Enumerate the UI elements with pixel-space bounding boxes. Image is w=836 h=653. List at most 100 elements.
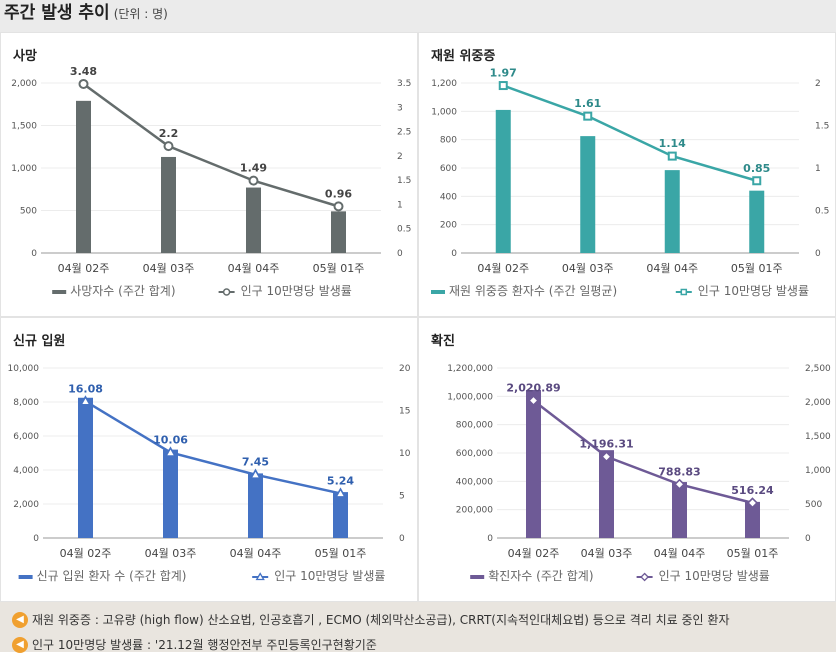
line-point <box>79 395 92 406</box>
y-tick-label-left: 1,000 <box>11 164 37 174</box>
bar <box>664 170 680 253</box>
speaker-icon: ◀ <box>12 611 28 628</box>
rate-line <box>502 84 758 182</box>
y-tick-label-right: 2 <box>815 79 821 89</box>
x-tick-label: 05월 01주 <box>731 262 783 275</box>
bar <box>495 109 511 254</box>
bar <box>331 211 346 253</box>
data-label: 3.48 <box>70 65 97 78</box>
data-label: 1.49 <box>240 162 267 175</box>
y-tick-label-right: 0 <box>805 534 811 544</box>
bar <box>333 492 348 538</box>
x-tick-label: 05월 01주 <box>727 547 779 560</box>
legend-bar-label: 신규 입원 환자 수 (주간 합계) <box>37 569 187 583</box>
y-tick-label-left: 200 <box>440 221 457 231</box>
footnote-text: 인구 10만명당 발생률 : '21.12월 행정안전부 주민등록인구현황기준 <box>32 638 377 652</box>
chart-title: 사망 <box>13 49 37 64</box>
x-tick-label: 04월 02주 <box>508 547 560 560</box>
x-tick-label: 04월 02주 <box>60 547 112 560</box>
bar <box>745 501 760 538</box>
data-label: 10.06 <box>153 433 188 446</box>
y-tick-label-left: 600,000 <box>456 449 493 459</box>
y-tick-label-right: 1.5 <box>815 122 829 132</box>
y-tick-label-left: 400 <box>440 192 457 202</box>
footnote-critical: ◀ 재원 위중증 : 고유량 (high flow) 산소요법, 인공호흡기 , … <box>12 611 729 628</box>
line-point <box>752 176 762 186</box>
legend-bar-label: 사망자수 (주간 합계) <box>70 284 175 298</box>
admission-chart-panel: 신규 입원 0 2,000 4,000 6,000 8,000 10,000 0 5 10 15 2… <box>0 317 418 602</box>
x-tick-label: 04월 04주 <box>654 547 706 560</box>
y-tick-label-right: 500 <box>805 500 822 510</box>
y-tick-label-left: 200,000 <box>456 506 493 516</box>
legend-bar-label: 확진자수 (주간 합계) <box>488 569 593 583</box>
x-tick-label: 04월 04주 <box>228 262 280 275</box>
rate-line <box>532 399 753 505</box>
page-unit: (단위 : 명) <box>113 7 168 21</box>
x-tick-label: 04월 03주 <box>562 262 614 275</box>
footnote-rate: ◀ 인구 10만명당 발생률 : '21.12월 행정안전부 주민등록인구현황기준 <box>12 636 377 653</box>
y-tick-label-left: 0 <box>33 534 39 544</box>
y-tick-label-left: 4,000 <box>13 466 39 476</box>
confirmed-chart-panel: 확진 0 200,000 400,000 600,000 800,000 1,000,00… <box>418 317 836 602</box>
critical-chart-panel: 재원 위중증 0 200 400 600 800 1,000 1,200 0 0.5 1 1.5 2 0… <box>418 32 836 317</box>
x-tick-label: 04월 04주 <box>646 262 698 275</box>
y-tick-label-left: 0 <box>451 249 457 259</box>
chart-title: 신규 입원 <box>13 334 66 349</box>
legend-line-marker <box>222 288 231 296</box>
footnotes: ◀ 재원 위중증 : 고유량 (high flow) 산소요법, 인공호흡기 , … <box>0 602 836 653</box>
page-title-text: 주간 발생 추이 <box>4 3 110 23</box>
x-tick-label: 04월 04주 <box>230 547 282 560</box>
x-tick-label: 04월 02주 <box>58 262 110 275</box>
y-tick-label-right: 0 <box>397 249 403 259</box>
x-tick-label: 05월 01주 <box>313 262 365 275</box>
data-label: 1.14 <box>659 137 686 150</box>
line-point <box>746 497 759 509</box>
y-tick-label-left: 1,500 <box>11 122 37 132</box>
data-label: 2.2 <box>159 127 179 140</box>
bar <box>672 482 687 538</box>
y-tick-label-left: 800,000 <box>456 421 493 431</box>
y-tick-label-left: 6,000 <box>13 432 39 442</box>
y-tick-label-left: 1,200 <box>431 79 457 89</box>
y-tick-label-right: 1 <box>397 200 403 210</box>
data-label: 516.24 <box>731 484 774 497</box>
page-title: 주간 발생 추이 (단위 : 명) <box>4 0 168 23</box>
admission-chart: 0 2,000 4,000 6,000 8,000 10,000 0 5 10 15 20 04월 0… <box>8 364 411 583</box>
y-tick-label-left: 2,000 <box>13 500 39 510</box>
chart-title: 확진 <box>431 334 455 349</box>
data-label: 788.83 <box>658 465 700 478</box>
data-label: 2,020.89 <box>506 382 560 395</box>
confirmed-chart: 0 200,000 400,000 600,000 800,000 1,000,000 1,… <box>447 364 831 583</box>
bar <box>749 190 765 253</box>
rate-line <box>84 400 341 495</box>
footnote-text: 재원 위중증 : 고유량 (high flow) 산소요법, 인공호흡기 , E… <box>32 613 730 627</box>
y-tick-label-left: 1,000,000 <box>447 392 493 402</box>
bar <box>248 473 263 538</box>
legend-bar-swatch <box>431 290 445 294</box>
data-label: 0.96 <box>325 187 352 200</box>
legend-line-marker <box>640 572 650 582</box>
y-tick-label-right: 1 <box>815 164 821 174</box>
y-tick-label-right: 1.5 <box>397 176 411 186</box>
line-point <box>333 201 344 212</box>
bar <box>163 449 178 538</box>
y-tick-label-right: 3.5 <box>397 79 411 89</box>
legend-bar-swatch <box>52 290 67 294</box>
y-tick-label-right: 2,000 <box>805 398 831 408</box>
line-point <box>249 468 262 479</box>
y-tick-label-right: 2 <box>397 152 403 162</box>
critical-chart: 0 200 400 600 800 1,000 1,200 0 0.5 1 1.5 2 04월 02주 0… <box>431 67 829 298</box>
bar <box>526 389 541 538</box>
line-point <box>164 446 177 457</box>
y-tick-label-left: 8,000 <box>13 398 39 408</box>
data-label: 1.61 <box>574 97 601 110</box>
y-tick-label-left: 1,000 <box>431 107 457 117</box>
line-point <box>600 451 613 463</box>
y-tick-label-left: 0 <box>31 249 37 259</box>
line-point <box>334 487 347 498</box>
y-tick-label-right: 15 <box>399 407 410 417</box>
y-tick-label-right: 0.5 <box>815 207 829 217</box>
y-tick-label-left: 0 <box>487 534 493 544</box>
y-tick-label-right: 2.5 <box>397 128 411 138</box>
legend-bar-label: 재원 위중증 환자수 (주간 일평균) <box>449 284 617 298</box>
